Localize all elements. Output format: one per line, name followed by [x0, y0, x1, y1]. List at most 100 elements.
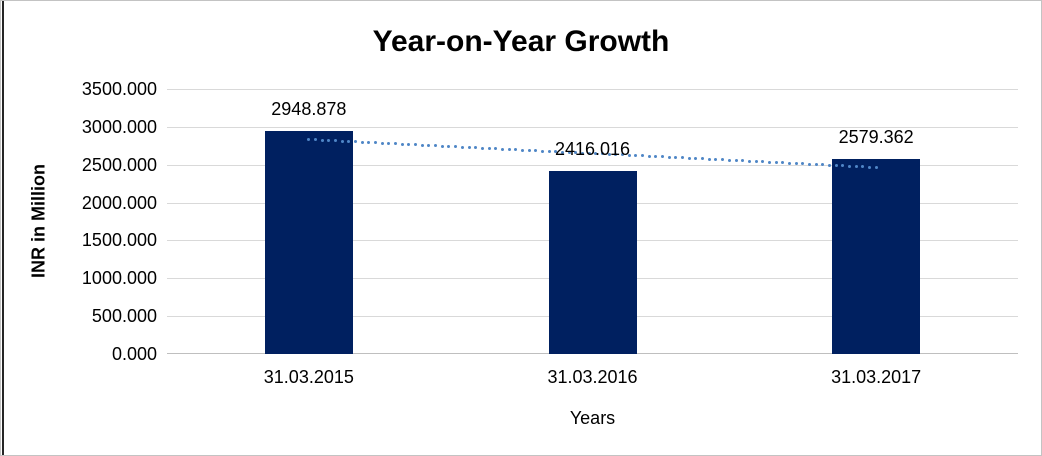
trendline-dot [607, 152, 611, 156]
bar-value-label: 2948.878 [271, 98, 347, 119]
trendline-dot [714, 158, 718, 162]
trendline-dot [741, 159, 745, 163]
trendline-dot [434, 144, 438, 148]
y-tick-label: 1000.000 [81, 268, 157, 288]
y-tick-label: 1500.000 [81, 230, 157, 250]
trendline-dot [627, 153, 631, 157]
chart-title: Year-on-Year Growth [372, 25, 670, 58]
trendline-dot [394, 142, 398, 146]
x-tick-label: 31.03.2015 [263, 367, 354, 387]
trendline-dot [727, 158, 731, 162]
trendline-dot [867, 165, 871, 169]
trendline-dot [514, 148, 518, 152]
trendline-dot [647, 154, 651, 158]
trendline-dot [354, 140, 358, 144]
trendline-dot [547, 149, 551, 153]
trendline-dot [340, 139, 344, 143]
trendline-dot [360, 140, 364, 144]
trendline-dot [734, 159, 738, 163]
trendline-dot [874, 165, 878, 169]
trendline-dot [374, 141, 378, 145]
trendline-dot [307, 138, 311, 141]
trendline-dot [440, 144, 444, 148]
trendline-dot [687, 156, 691, 160]
trendline-dot [380, 141, 384, 145]
trendline-dot [821, 163, 825, 167]
y-tick-label: 0.000 [111, 344, 157, 364]
trendline-dot [500, 147, 504, 151]
trendline-dot [614, 153, 618, 157]
trendline-dot [407, 142, 411, 146]
trendline-dot [787, 161, 791, 165]
trendline-dot [854, 165, 858, 168]
bar [548, 171, 637, 354]
y-tick-label: 500.000 [91, 306, 157, 326]
trendline-dot [721, 158, 725, 162]
trendline-dot [827, 163, 831, 167]
y-tick-label: 2000.000 [81, 193, 157, 213]
trendline-dot [681, 156, 685, 160]
trendline-dot [460, 145, 464, 149]
plot-area: 0.000 500.000 1000.000 1500.000 2000.000 2500… [82, 79, 1018, 387]
trendline-dot [601, 152, 604, 156]
trendline-dot [747, 159, 751, 163]
trendline-dot [420, 143, 424, 147]
bar-value-label: 2416.016 [554, 139, 631, 160]
trendline-dot [794, 162, 798, 166]
trendline-dot [400, 142, 404, 146]
trendline-dot [654, 155, 658, 159]
trendline-dot [534, 149, 538, 153]
trendline-dot [774, 161, 778, 165]
trendline-dot [414, 143, 418, 147]
x-axis-title: Years [569, 408, 616, 428]
trendline-dot [707, 157, 711, 161]
trendline-dot [701, 157, 705, 161]
trendline-dot [494, 147, 498, 151]
trendline-dot [540, 149, 544, 153]
y-axis-title: INR in Million [28, 164, 49, 278]
trendline-dot [801, 162, 805, 166]
trendline-dot [641, 154, 645, 158]
trendline-dot [754, 160, 758, 164]
y-tick-label: 3500.000 [81, 79, 157, 99]
trendline-dot [834, 164, 838, 168]
trendline-dot [580, 151, 584, 155]
gridline [167, 165, 1018, 166]
trendline-dot [527, 148, 531, 152]
bar [832, 158, 921, 354]
trendline-dot [314, 138, 317, 142]
x-tick-label: 31.03.2016 [547, 367, 638, 387]
trendline-dot [634, 154, 638, 158]
trendline-dot [807, 162, 811, 166]
trendline-dot [767, 160, 771, 164]
trendline-dot [574, 151, 578, 155]
trendline-dot [667, 155, 671, 159]
trendline-dot [814, 163, 818, 167]
trendline-dot [474, 146, 478, 150]
trendline-dot [841, 164, 845, 168]
trendline-dot [520, 148, 524, 152]
y-tick-label: 3000.000 [81, 117, 157, 137]
bar-value-label: 2579.362 [838, 126, 914, 147]
gridline [167, 127, 1018, 128]
trendline-dot [367, 140, 371, 144]
gridline [167, 89, 1018, 90]
trendline-dot [487, 146, 491, 150]
trendline-dot [347, 139, 351, 143]
trendline-dot [560, 150, 564, 154]
trendline-dot [334, 139, 338, 143]
trendline-dot [454, 145, 458, 149]
trendline-dot [587, 151, 591, 155]
trendline-dot [507, 147, 511, 151]
trendline-dot [781, 161, 785, 165]
left-edge-border [2, 1, 4, 455]
trendline-dot [480, 146, 484, 150]
trendline-dot [447, 144, 451, 148]
trendline-dot [674, 156, 678, 160]
trendline-dot [467, 145, 471, 149]
trendline-dot [847, 164, 851, 168]
trendline-dot [567, 150, 571, 154]
y-tick-label: 2500.000 [81, 155, 157, 175]
trendline-dot [761, 160, 765, 164]
